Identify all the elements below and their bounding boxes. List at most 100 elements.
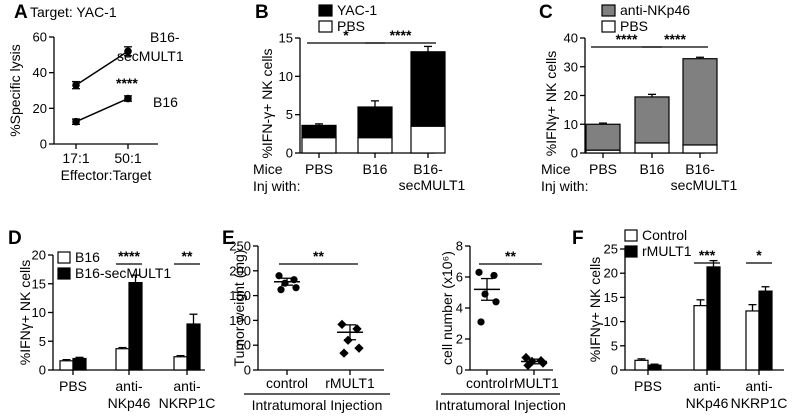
data-point — [124, 94, 132, 103]
y-tick-label: 30 — [564, 59, 578, 74]
bar-f-1-0 — [693, 305, 708, 371]
y-axis-label-d: %IFNγ+ NK cells — [17, 260, 33, 365]
bar-b16-0 — [634, 142, 670, 154]
y-tick-label: 50 — [237, 338, 251, 353]
series-label-secmult1-cont: secMULT1 — [117, 48, 184, 64]
y-tick-label: 15 — [279, 31, 293, 46]
legend-swatch — [601, 4, 616, 17]
legend-swatch — [624, 229, 638, 242]
legend-label: B16-secMULT1 — [75, 265, 171, 281]
sig-e1: ** — [313, 248, 324, 264]
category-label: B16- — [685, 161, 715, 177]
series-label-secmult1: B16- — [150, 29, 180, 45]
y-tick-label: 10 — [604, 314, 618, 329]
row-label-mice: Mice — [541, 161, 571, 177]
sig-f-2: * — [756, 247, 762, 263]
bar-b16-secmult1-0 — [682, 144, 718, 154]
y-tick-label: 40 — [564, 31, 578, 46]
panel-label-f: F — [572, 228, 584, 249]
series-label-b16: B16 — [153, 94, 178, 110]
bar-b16-1 — [357, 106, 393, 139]
data-point-control — [477, 318, 485, 326]
y-tick-label: 15 — [32, 276, 46, 291]
legend-label: B16 — [75, 249, 100, 265]
data-point-control — [275, 272, 283, 280]
panel-label-c: C — [539, 2, 553, 23]
sig-e2: ** — [505, 248, 516, 264]
y-tick-label: 20 — [604, 266, 618, 281]
sig-b-1: * — [343, 27, 349, 43]
y-tick-label: 10 — [32, 305, 46, 320]
legend-label: anti-NKp46 — [620, 2, 690, 18]
bar-b16-secmult1-1 — [682, 58, 718, 146]
bar-b16-1 — [634, 96, 670, 144]
y-tick-label: 0 — [611, 363, 618, 378]
bar-d-2-0 — [173, 356, 188, 371]
data-point-control — [277, 286, 285, 294]
x-tick-label: 17:1 — [62, 150, 89, 166]
y-axis-label-a: %Specific lysis — [7, 44, 23, 137]
sig-d-1: **** — [118, 248, 140, 264]
data-point-rmult1 — [538, 358, 548, 368]
y-tick-label: 2 — [456, 332, 463, 347]
y-tick-label: 20 — [33, 101, 47, 116]
group-label: Intratumoral Injection — [252, 397, 383, 413]
y-tick-label: 0 — [244, 363, 251, 378]
x-tick-label: control — [466, 375, 508, 391]
y-tick-label: 6 — [456, 270, 463, 285]
sig-d-2: ** — [182, 248, 193, 264]
row-label-inj: Inj with: — [253, 178, 300, 194]
legend-swatch — [318, 4, 333, 17]
y-axis-label-b: %IFN-γ+ NK cells — [259, 48, 275, 158]
y-axis-label-e2: cell number (x10⁶) — [439, 251, 455, 365]
category-label-cont: NKp46 — [108, 395, 151, 411]
bar-pbs-0 — [301, 137, 337, 154]
category-label: anti- — [173, 378, 201, 394]
y-tick-label: 10 — [564, 117, 578, 132]
x-tick-label: rMULT1 — [325, 375, 375, 391]
y-tick-label: 0 — [286, 146, 293, 161]
category-label: PBS — [59, 378, 87, 394]
y-tick-label: 200 — [229, 263, 251, 278]
bar-b16-secmult1-0 — [410, 125, 446, 154]
data-point-control — [292, 284, 300, 292]
y-tick-label: 15 — [604, 290, 618, 305]
y-axis-label-e1: Tumor weight (mg) — [231, 250, 247, 367]
y-tick-label: 40 — [33, 65, 47, 80]
y-tick-label: 0 — [456, 363, 463, 378]
y-tick-label: 100 — [229, 313, 251, 328]
sig-b-2: **** — [390, 27, 412, 43]
category-label-cont: NKp46 — [686, 395, 729, 411]
legend-swatch — [624, 245, 638, 258]
legend-swatch — [57, 267, 71, 280]
y-tick-label: 20 — [32, 248, 46, 263]
category-label-cont: NKRP1C — [159, 395, 216, 411]
bar-f-1-1 — [706, 266, 721, 371]
bar-f-0-1 — [647, 364, 662, 371]
data-point-rmult1 — [354, 343, 364, 353]
data-point-control — [475, 268, 483, 276]
y-tick-label: 8 — [456, 239, 463, 254]
row-label-mice: Mice — [253, 161, 283, 177]
bar-pbs-1 — [585, 123, 621, 151]
bar-d-0-1 — [72, 357, 87, 371]
panel-label-b: B — [255, 2, 269, 23]
legend-label: PBS — [620, 18, 648, 34]
legend-label: PBS — [337, 18, 365, 34]
y-tick-label: 5 — [286, 107, 293, 122]
y-tick-label: 5 — [39, 334, 46, 349]
x-axis-label-a: Effector:Target — [61, 167, 152, 183]
category-label: PBS — [305, 161, 333, 177]
legend-swatch — [601, 20, 616, 33]
category-label: anti- — [693, 378, 721, 394]
category-label: anti- — [745, 378, 773, 394]
legend-label: rMULT1 — [642, 243, 692, 259]
y-tick-label: 0 — [39, 363, 46, 378]
bar-f-2-0 — [745, 310, 760, 371]
panel-label-e: E — [222, 228, 235, 249]
bar-f-0-0 — [634, 359, 649, 371]
data-point-rmult1 — [339, 348, 349, 358]
y-tick-label: 25 — [604, 242, 618, 257]
y-tick-label: 250 — [229, 239, 251, 254]
data-point-rmult1 — [337, 319, 347, 330]
